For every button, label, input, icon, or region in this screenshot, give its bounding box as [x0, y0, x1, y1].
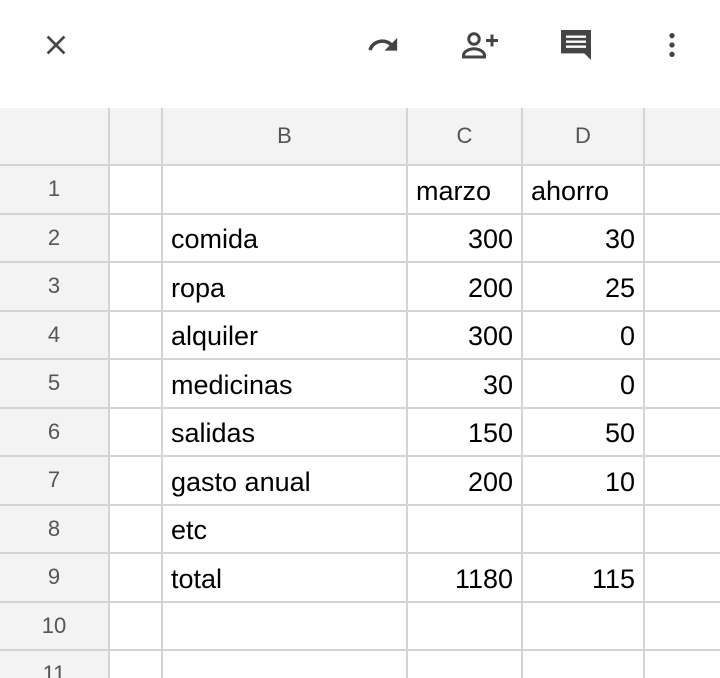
column-header-e[interactable]	[645, 108, 720, 166]
row-header[interactable]: 1	[0, 166, 110, 215]
cell-d3[interactable]: 25	[523, 263, 645, 312]
cell-a8[interactable]	[110, 505, 163, 554]
cell-a2[interactable]	[110, 214, 163, 263]
column-header-b[interactable]: B	[163, 108, 408, 166]
cell-d10[interactable]	[523, 602, 645, 651]
cell-d7[interactable]: 10	[523, 457, 645, 506]
cell-a9[interactable]	[110, 554, 163, 603]
cell-c5[interactable]: 30	[408, 360, 523, 409]
close-icon	[46, 35, 66, 55]
cell-b1[interactable]	[163, 166, 408, 215]
cell-b3[interactable]: ropa	[163, 263, 408, 312]
undo-icon	[272, 28, 306, 62]
comments-button[interactable]	[552, 21, 600, 69]
cell-d2[interactable]: 30	[523, 214, 645, 263]
row-header[interactable]: 2	[0, 214, 110, 263]
cell-b10[interactable]	[163, 602, 408, 651]
cell-c2[interactable]: 300	[408, 214, 523, 263]
row-header[interactable]: 9	[0, 554, 110, 603]
cell-b11[interactable]	[163, 651, 408, 678]
column-header-a[interactable]	[110, 108, 163, 166]
cell-b6[interactable]: salidas	[163, 408, 408, 457]
row-header[interactable]: 10	[0, 602, 110, 651]
share-button[interactable]	[456, 21, 504, 69]
cell-a10[interactable]	[110, 602, 163, 651]
cell-a11[interactable]	[110, 651, 163, 678]
row-header[interactable]: 7	[0, 457, 110, 506]
cell-b7[interactable]: gasto anual	[163, 457, 408, 506]
cell-b2[interactable]: comida	[163, 214, 408, 263]
cell-e10[interactable]	[645, 603, 720, 651]
cell-e9[interactable]	[645, 554, 720, 603]
cell-c10[interactable]	[408, 602, 523, 651]
redo-icon	[368, 37, 398, 51]
more-vert-icon	[669, 33, 675, 57]
cell-c6[interactable]: 150	[408, 408, 523, 457]
close-button[interactable]	[32, 21, 80, 69]
cell-a4[interactable]	[110, 311, 163, 360]
cell-e11[interactable]	[645, 651, 720, 678]
cell-c11[interactable]	[408, 651, 523, 678]
column-header-c[interactable]: C	[408, 108, 523, 166]
cell-d11[interactable]	[523, 651, 645, 678]
cell-a3[interactable]	[110, 263, 163, 312]
cell-a6[interactable]	[110, 408, 163, 457]
select-all-corner[interactable]	[0, 108, 110, 166]
cell-d8[interactable]	[523, 505, 645, 554]
row-header[interactable]: 3	[0, 263, 110, 312]
add-person-icon	[462, 32, 498, 59]
cell-c7[interactable]: 200	[408, 457, 523, 506]
spreadsheet-grid: B C D 1 marzo ahorro 2 comida 300 30 3 ropa 200 25 4 al…	[0, 108, 720, 678]
cell-b9[interactable]: total	[163, 554, 408, 603]
row-header[interactable]: 6	[0, 408, 110, 457]
cell-b8[interactable]: etc	[163, 505, 408, 554]
more-options-button[interactable]	[648, 21, 696, 69]
cell-a5[interactable]	[110, 360, 163, 409]
undo-button[interactable]	[265, 21, 313, 69]
cell-c3[interactable]: 200	[408, 263, 523, 312]
cell-d1[interactable]: ahorro	[523, 166, 645, 215]
cell-d9[interactable]: 115	[523, 554, 645, 603]
cell-b5[interactable]: medicinas	[163, 360, 408, 409]
cell-e3[interactable]	[645, 263, 720, 312]
cell-e7[interactable]	[645, 457, 720, 506]
cell-c1[interactable]: marzo	[408, 166, 523, 215]
cell-c8[interactable]	[408, 505, 523, 554]
cell-a7[interactable]	[110, 457, 163, 506]
cell-b4[interactable]: alquiler	[163, 311, 408, 360]
comment-icon	[561, 30, 591, 60]
cell-e6[interactable]	[645, 409, 720, 457]
row-header[interactable]: 4	[0, 311, 110, 360]
redo-button[interactable]	[359, 21, 407, 69]
column-header-d[interactable]: D	[523, 108, 645, 166]
cell-d6[interactable]: 50	[523, 408, 645, 457]
cell-c4[interactable]: 300	[408, 311, 523, 360]
row-header[interactable]: 11	[0, 651, 110, 678]
cell-e8[interactable]	[645, 506, 720, 554]
cell-c9[interactable]: 1180	[408, 554, 523, 603]
row-header[interactable]: 5	[0, 360, 110, 409]
cell-e1[interactable]	[645, 166, 720, 215]
cell-e2[interactable]	[645, 215, 720, 263]
toolbar	[0, 0, 720, 108]
cell-e5[interactable]	[645, 360, 720, 409]
cell-d4[interactable]: 0	[523, 311, 645, 360]
cell-d5[interactable]: 0	[523, 360, 645, 409]
row-header[interactable]: 8	[0, 505, 110, 554]
cell-a1[interactable]	[110, 166, 163, 215]
cell-e4[interactable]	[645, 312, 720, 360]
